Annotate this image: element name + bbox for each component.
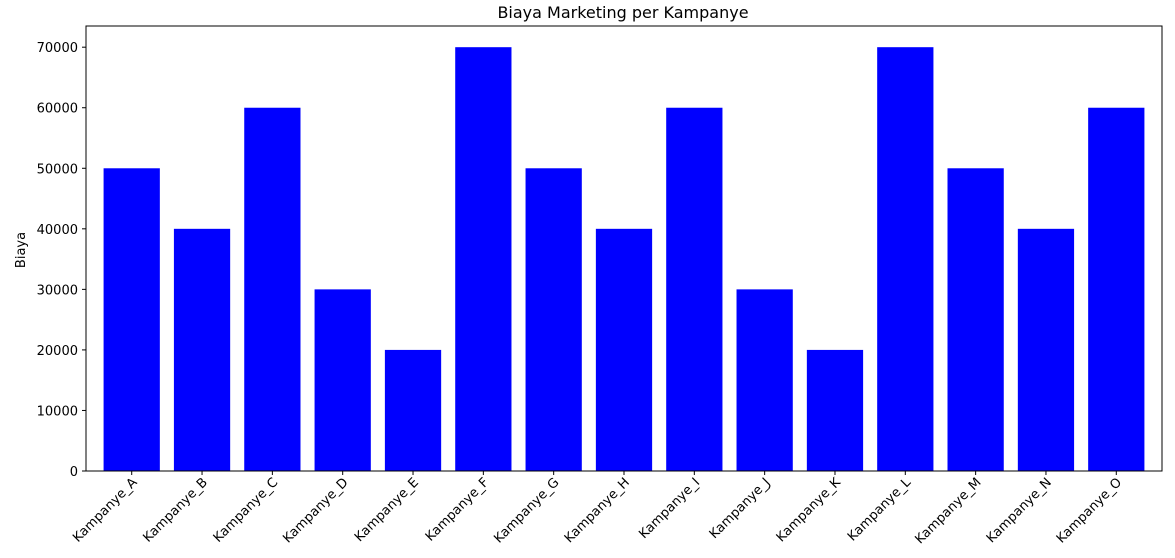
bar-kampanye-k (806, 349, 864, 471)
bar-kampanye-m (947, 168, 1004, 471)
y-tick-label: 0 (70, 465, 78, 480)
bar-kampanye-a (103, 168, 160, 471)
x-tick-label: Kampanye_L (845, 475, 915, 545)
x-tick-label: Kampanye_J (707, 475, 774, 542)
x-tick-label: Kampanye_A (70, 475, 140, 545)
x-tick-label: Kampanye_G (491, 475, 562, 546)
y-tick-label: 40000 (37, 223, 78, 238)
bar-kampanye-n (1017, 228, 1075, 471)
y-tick-label: 70000 (37, 41, 78, 56)
x-tick-label: Kampanye_C (211, 475, 281, 545)
x-tick-label: Kampanye_M (912, 475, 984, 547)
bar-kampanye-d (314, 289, 371, 471)
y-tick-label: 60000 (37, 102, 78, 117)
x-tick-label: Kampanye_D (280, 475, 351, 546)
x-tick-label: Kampanye_F (423, 475, 492, 544)
y-axis-ticks: 0 10000 20000 30000 40000 50000 60000 70000 (37, 41, 86, 480)
bar-kampanye-e (384, 349, 442, 471)
bar-kampanye-o (1088, 107, 1145, 472)
bar-kampanye-f (455, 47, 512, 471)
x-tick-label: Kampanye_O (1054, 475, 1125, 546)
bars-group (103, 47, 1145, 472)
plot-frame (85, 25, 1163, 472)
bar-kampanye-l (877, 47, 934, 471)
chart-title: Biaya Marketing per Kampanye (497, 3, 748, 22)
x-axis-ticks: Kampanye_A Kampanye_B Kampanye_C Kampanye_D… (70, 471, 1125, 547)
bar-kampanye-j (736, 289, 793, 471)
x-tick-label: Kampanye_H (562, 475, 633, 546)
y-tick-label: 50000 (37, 162, 78, 177)
x-tick-label: Kampanye_I (636, 475, 703, 542)
y-axis-label: Biaya (14, 232, 29, 268)
y-tick-label: 30000 (37, 283, 78, 298)
bar-kampanye-h (595, 228, 653, 471)
x-tick-label: Kampanye_E (352, 475, 422, 545)
y-tick-label: 20000 (37, 344, 78, 359)
x-tick-label: Kampanye_N (984, 475, 1055, 546)
x-tick-label: Kampanye_B (141, 475, 211, 545)
bar-kampanye-c (244, 107, 301, 472)
x-tick-label: Kampanye_K (774, 475, 844, 545)
y-tick-label: 10000 (37, 404, 78, 419)
bar-kampanye-i (666, 107, 723, 472)
bar-kampanye-g (525, 168, 582, 471)
bar-kampanye-b (173, 228, 231, 471)
